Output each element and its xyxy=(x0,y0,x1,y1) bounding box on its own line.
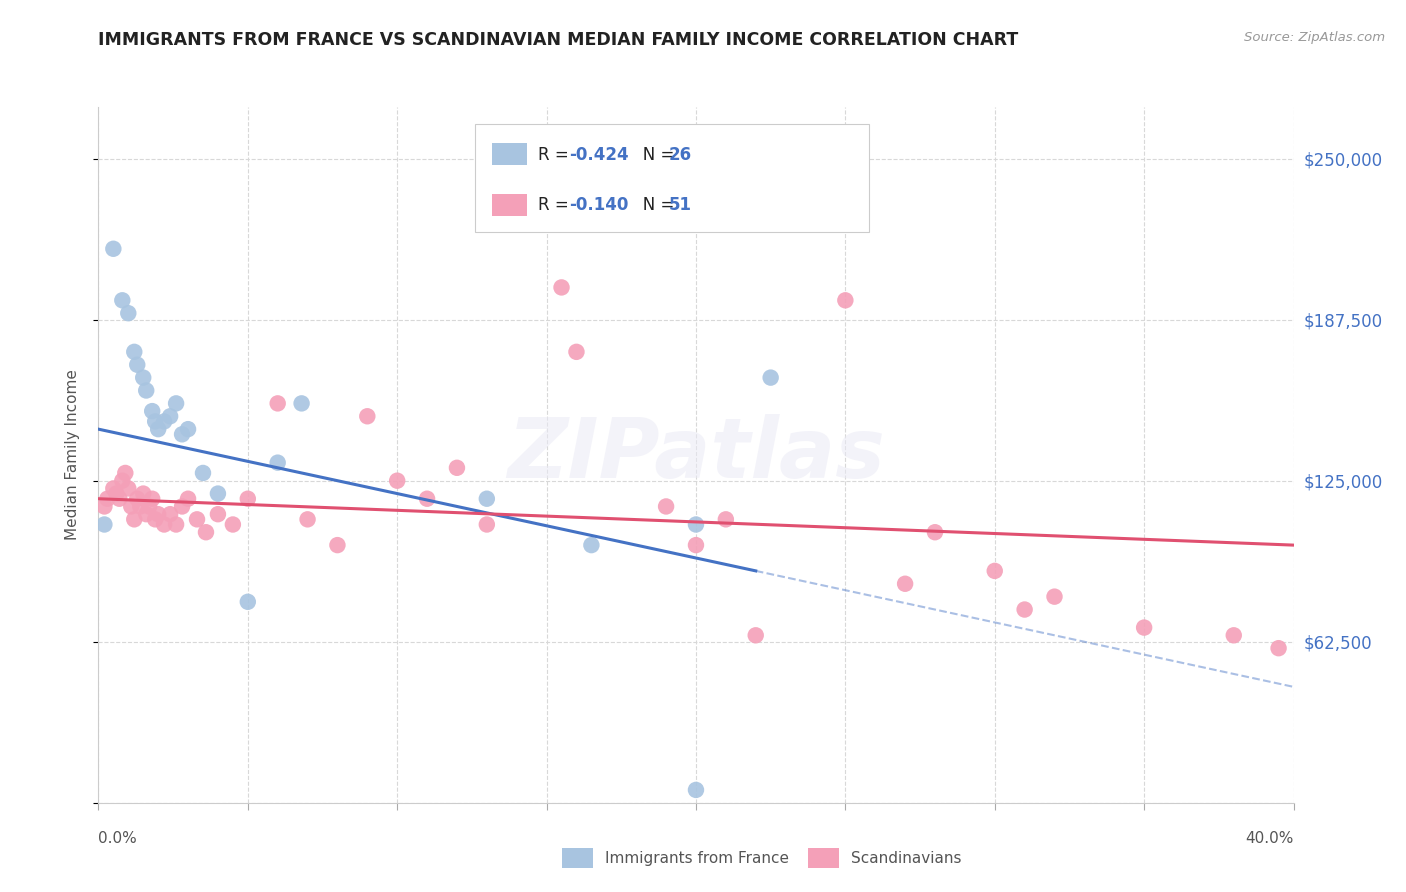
Point xyxy=(236,491,259,506)
Point xyxy=(141,491,163,506)
Point xyxy=(356,409,378,424)
Point xyxy=(111,474,134,488)
Point xyxy=(143,512,166,526)
Text: R =: R = xyxy=(538,145,574,163)
Point xyxy=(177,491,200,506)
Point xyxy=(159,507,181,521)
Point xyxy=(714,512,737,526)
Point xyxy=(132,486,155,500)
Text: 40.0%: 40.0% xyxy=(1246,831,1294,846)
Point xyxy=(475,517,498,532)
Point xyxy=(177,422,200,436)
Point xyxy=(385,474,409,488)
Text: N =: N = xyxy=(627,196,679,214)
Point xyxy=(138,500,160,514)
Point xyxy=(129,500,152,514)
Text: Source: ZipAtlas.com: Source: ZipAtlas.com xyxy=(1244,31,1385,45)
Text: 26: 26 xyxy=(669,145,692,163)
Point xyxy=(1267,641,1289,656)
Point xyxy=(93,500,115,514)
Point xyxy=(132,370,155,384)
Point xyxy=(124,512,146,526)
Text: Scandinavians: Scandinavians xyxy=(851,851,962,865)
Point xyxy=(1043,590,1066,604)
Point xyxy=(172,427,194,442)
Point xyxy=(108,491,131,506)
Point xyxy=(291,396,314,410)
Text: N =: N = xyxy=(627,145,679,163)
Point xyxy=(207,486,229,500)
Point xyxy=(127,358,149,372)
Point xyxy=(984,564,1007,578)
Text: -0.424: -0.424 xyxy=(569,145,628,163)
Point xyxy=(326,538,349,552)
Point xyxy=(103,482,125,496)
Point xyxy=(446,460,468,475)
Text: 0.0%: 0.0% xyxy=(98,831,138,846)
Point xyxy=(267,396,290,410)
Point xyxy=(924,525,946,540)
Point xyxy=(135,507,157,521)
Point xyxy=(191,466,214,480)
Point xyxy=(127,491,149,506)
Text: ZIPatlas: ZIPatlas xyxy=(508,415,884,495)
Point xyxy=(1014,602,1036,616)
Point xyxy=(117,306,139,320)
Point xyxy=(297,512,319,526)
Point xyxy=(114,466,136,480)
Point xyxy=(894,576,917,591)
Point xyxy=(685,783,707,797)
Point xyxy=(153,414,176,428)
Point xyxy=(759,370,782,384)
Point xyxy=(172,500,194,514)
Point xyxy=(685,538,707,552)
Y-axis label: Median Family Income: Median Family Income xyxy=(65,369,80,541)
Point xyxy=(550,280,572,294)
Point xyxy=(834,293,856,308)
Point xyxy=(236,595,259,609)
Point xyxy=(124,344,146,359)
Text: -0.140: -0.140 xyxy=(569,196,628,214)
Text: Immigrants from France: Immigrants from France xyxy=(605,851,789,865)
Point xyxy=(222,517,245,532)
Text: 51: 51 xyxy=(669,196,692,214)
Point xyxy=(148,422,170,436)
Point xyxy=(105,486,128,500)
Point xyxy=(581,538,603,552)
Point xyxy=(120,500,142,514)
Point xyxy=(195,525,218,540)
Point xyxy=(207,507,229,521)
Point xyxy=(1133,621,1156,635)
Point xyxy=(111,293,134,308)
Text: R =: R = xyxy=(538,196,574,214)
Point xyxy=(117,482,139,496)
Point xyxy=(165,396,187,410)
Text: IMMIGRANTS FROM FRANCE VS SCANDINAVIAN MEDIAN FAMILY INCOME CORRELATION CHART: IMMIGRANTS FROM FRANCE VS SCANDINAVIAN M… xyxy=(98,31,1019,49)
Point xyxy=(103,242,125,256)
Point xyxy=(96,491,118,506)
Point xyxy=(135,384,157,398)
Point xyxy=(1223,628,1246,642)
Point xyxy=(165,517,187,532)
Point xyxy=(685,517,707,532)
Point xyxy=(159,409,181,424)
Point xyxy=(93,517,115,532)
Point xyxy=(416,491,439,506)
Point xyxy=(745,628,768,642)
Point xyxy=(143,414,166,428)
Point xyxy=(267,456,290,470)
Point xyxy=(475,491,498,506)
Point xyxy=(148,507,170,521)
Point xyxy=(153,517,176,532)
Point xyxy=(565,344,588,359)
Point xyxy=(141,404,163,418)
Point xyxy=(655,500,678,514)
Point xyxy=(186,512,208,526)
